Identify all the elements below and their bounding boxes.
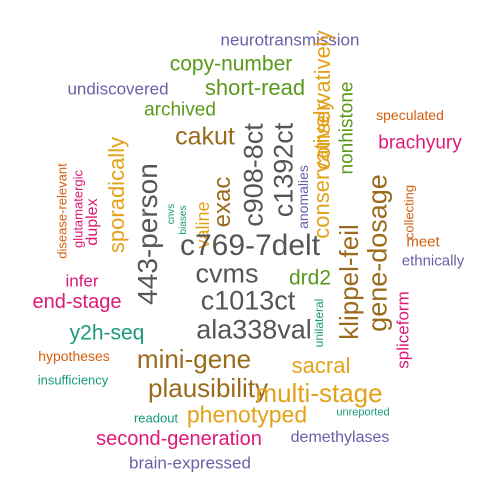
word-443-person: 443-person [132,163,163,305]
word-spliceform: spliceform [393,291,413,369]
word-short-read: short-read [204,75,306,100]
word-unilateral: unilateral [312,298,326,348]
word-duplex: duplex [84,198,101,246]
word-second-generation: second-generation [96,428,262,450]
word-exac: exac [209,176,236,228]
word-gene-dosage: gene-dosage [362,174,393,332]
word-multi-stage: multi-stage [255,378,383,408]
word-hypotheses: hypotheses [38,348,110,364]
word-c1013ct: c1013ct [200,285,296,316]
word-disease-relevant: disease-relevant [54,163,70,259]
word-klippel-feil: klippel-feil [334,224,364,340]
word-ala338val: ala338val [196,314,312,345]
word-cvms: cvms [195,258,259,289]
word-cakut: cakut [175,122,235,151]
word-sporadically: sporadically [104,136,129,254]
word-brain-expressed: brain-expressed [129,453,251,473]
word-y2h-seq: y2h-seq [69,321,145,345]
word-conservatively-mid: conservatively [309,99,334,239]
word-anomalies: anomalies [295,165,311,229]
word-neurotransmission: neurotransmission [220,30,360,50]
word-drd2: drd2 [288,266,332,290]
word-ethnically: ethnically [401,252,465,270]
word-c1392ct: c1392ct [268,122,299,218]
word-phenotyped: phenotyped [186,401,308,428]
word-speculated: speculated [376,107,444,123]
word-plausibility: plausibility [148,373,268,403]
word-undiscovered: undiscovered [67,79,169,99]
word-infer: infer [65,271,99,291]
word-unreported: unreported [336,406,390,419]
word-archived: archived [144,99,216,121]
word-cnvs: cnvs [166,203,177,225]
word-sacral: sacral [291,353,351,378]
word-mini-gene: mini-gene [136,344,252,374]
word-insufficiency: insufficiency [37,372,109,388]
word-meet: meet [406,233,440,251]
word-collecting: collecting [401,184,417,240]
word-readout: readout [133,410,179,426]
word-c908-8ct: c908-8ct [238,123,269,227]
word-brachyury: brachyury [378,132,462,154]
word-c769-7delt: c769-7delt [179,229,321,262]
word-copy-number: copy-number [169,52,293,76]
word-glutamatergic: glutamatergic [70,169,86,249]
word-demethylases: demethylases [290,429,390,446]
word-nonhistone: nonhistone [336,81,358,175]
word-end-stage: end-stage [32,291,122,313]
